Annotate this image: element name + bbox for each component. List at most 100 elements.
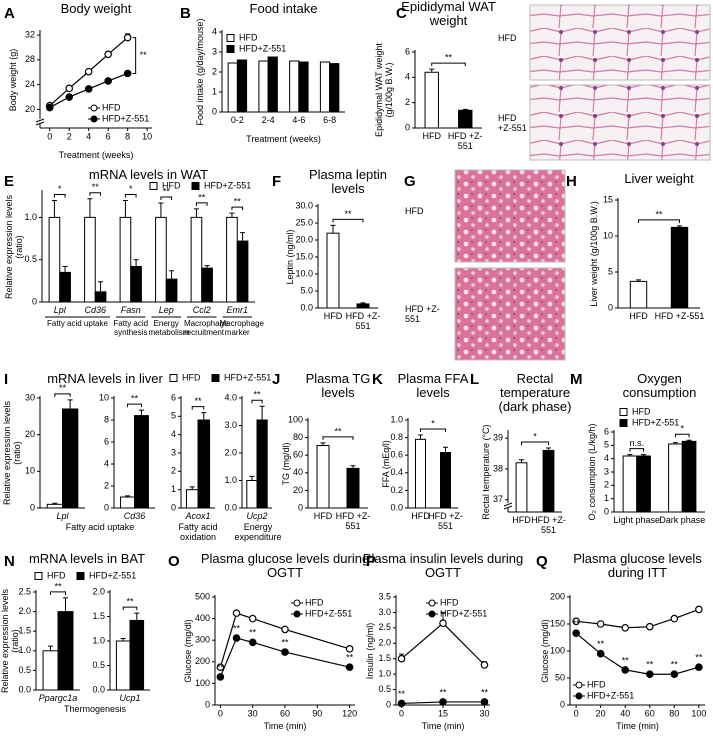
legend-label: HFD+Z-551 bbox=[632, 417, 679, 427]
y-tick-label: 5.0 bbox=[300, 285, 313, 295]
significance-label: * bbox=[680, 424, 684, 434]
y-tick-label: 28 bbox=[25, 54, 35, 64]
category-group-label: Fatty acid uptake bbox=[47, 319, 108, 328]
y-tick-label: 0 bbox=[560, 699, 565, 709]
significance-label: ** bbox=[92, 182, 100, 192]
axis-break bbox=[35, 118, 45, 126]
bar bbox=[201, 267, 213, 303]
micrograph bbox=[529, 84, 711, 161]
y-tick-label: 80 bbox=[293, 432, 303, 442]
y-tick-label: 0 bbox=[32, 296, 37, 306]
significance-label: ** bbox=[198, 192, 206, 202]
chart-title: mRNA levels in BAT bbox=[28, 551, 146, 566]
bar bbox=[346, 467, 360, 509]
legend-label: HFD bbox=[182, 372, 201, 382]
significance-label: ** bbox=[398, 689, 406, 699]
x-tick-label: 20 bbox=[596, 708, 606, 718]
error-bar bbox=[48, 645, 54, 651]
x-tick-label: 90 bbox=[312, 708, 322, 718]
error-bar bbox=[169, 270, 175, 280]
y-tick-label: 0.5 bbox=[24, 254, 37, 264]
legend-label: HFD+Z-551 bbox=[102, 113, 149, 123]
chart-title: Plasma insulin levels during OGTT bbox=[362, 551, 524, 580]
x-axis-label: Treatment (weeks) bbox=[246, 134, 321, 144]
error-bar bbox=[98, 281, 104, 292]
x-tick-label: Lpl bbox=[56, 511, 69, 521]
legend-label: HFD bbox=[440, 597, 459, 607]
legend-label: HFD bbox=[162, 180, 181, 190]
y-tick-label: 3.0 bbox=[224, 420, 237, 430]
x-tick-label: Light phase bbox=[613, 515, 661, 525]
legend-swatch bbox=[169, 374, 178, 382]
x-tick-label: HFD +Z-551 bbox=[345, 311, 381, 331]
legend-swatch bbox=[191, 182, 200, 190]
marker bbox=[621, 666, 630, 674]
significance-bracket bbox=[50, 591, 66, 595]
significance-label: ** bbox=[439, 687, 447, 697]
y-tick-label: 5 bbox=[604, 440, 609, 450]
y-tick-label: 0 bbox=[608, 302, 613, 312]
significance-label: ** bbox=[671, 660, 679, 670]
x-tick-label: 0-2 bbox=[230, 115, 244, 125]
y-tick-label: 0 bbox=[205, 699, 210, 709]
error-bar bbox=[62, 597, 68, 612]
panel-label: F bbox=[272, 173, 281, 190]
marker bbox=[596, 649, 605, 658]
x-tick-label: Ccl2 bbox=[192, 305, 211, 315]
y-tick-label: 20 bbox=[25, 429, 35, 439]
y-tick-label: 1.0 bbox=[224, 475, 237, 485]
x-tick-label: HFD bbox=[411, 511, 430, 521]
marker bbox=[695, 663, 703, 672]
y-tick-label: 0.2 bbox=[390, 485, 403, 495]
significance-bracket bbox=[431, 62, 466, 67]
image-label: HFD +Z-551 bbox=[405, 304, 440, 324]
error-bar bbox=[546, 447, 551, 451]
y-tick-label: 37 bbox=[493, 494, 503, 504]
line bbox=[401, 622, 485, 666]
x-tick-label: Ppargc1a bbox=[38, 693, 78, 703]
significance-label: ** bbox=[573, 619, 581, 629]
marker bbox=[397, 654, 406, 663]
y-tick-label: 5 bbox=[171, 411, 176, 421]
error-bar bbox=[360, 302, 366, 304]
bar bbox=[129, 619, 145, 691]
bar bbox=[440, 452, 451, 509]
legend-swatch bbox=[619, 419, 628, 427]
x-tick-label: Cd36 bbox=[84, 305, 106, 315]
significance-label: ** bbox=[445, 52, 453, 62]
marker bbox=[439, 619, 447, 628]
y-tick-label: 15 bbox=[603, 194, 613, 204]
y-tick-label: 25.0 bbox=[295, 217, 313, 227]
marker bbox=[480, 661, 489, 669]
axis-break bbox=[503, 502, 513, 510]
error-bar bbox=[330, 224, 336, 234]
bar bbox=[130, 265, 142, 303]
chart-title: Plasma TG levels bbox=[305, 371, 371, 400]
significance-label: ** bbox=[131, 393, 139, 403]
category-group-label: Macrophage marker bbox=[219, 319, 264, 337]
x-axis-label: Thermogenesis bbox=[63, 704, 127, 714]
significance-bracket bbox=[521, 441, 549, 445]
x-tick-label: 100 bbox=[691, 708, 706, 718]
y-tick-label: 20 bbox=[25, 104, 35, 114]
y-tick-label: 6 bbox=[604, 426, 609, 436]
marker bbox=[645, 670, 654, 679]
error-bar bbox=[636, 279, 641, 282]
significance-bracket bbox=[674, 433, 690, 438]
y-tick-label: 1.5 bbox=[378, 653, 391, 663]
significance-bracket bbox=[89, 192, 102, 196]
significance-label: ** bbox=[59, 383, 67, 393]
marker bbox=[695, 605, 703, 614]
x-tick-label: Lep bbox=[158, 305, 174, 315]
x-tick-label: 80 bbox=[669, 708, 679, 718]
panel-label: A bbox=[4, 5, 15, 22]
significance-label: ** bbox=[233, 623, 241, 633]
bar bbox=[197, 419, 211, 509]
error-bar bbox=[320, 442, 326, 446]
y-tick-label: 0.6 bbox=[390, 450, 403, 460]
marker bbox=[248, 638, 257, 647]
x-tick-label: Cd36 bbox=[123, 511, 146, 521]
x-tick-label: 4 bbox=[86, 131, 91, 141]
significance-label: ** bbox=[217, 662, 225, 672]
